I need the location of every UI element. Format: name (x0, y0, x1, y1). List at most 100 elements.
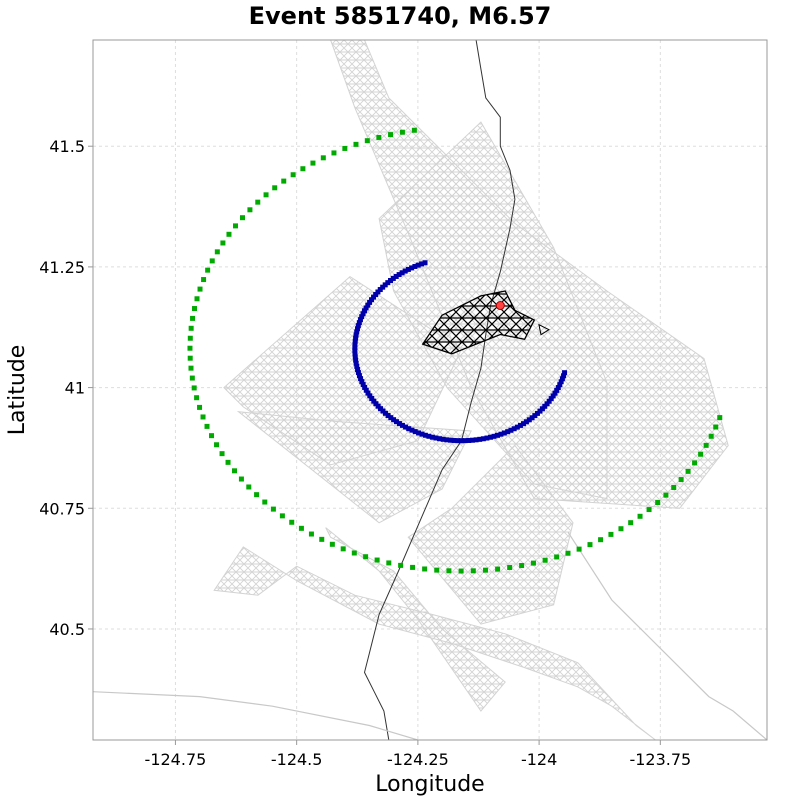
green-arc-point (263, 192, 269, 198)
green-arc-point (290, 172, 296, 178)
blue-arc-point (362, 308, 368, 314)
blue-arc-point (542, 403, 548, 409)
green-arc-point (565, 550, 571, 556)
green-arc-point (239, 215, 245, 221)
green-arc-point (663, 492, 669, 498)
blue-arc-point (491, 433, 497, 439)
blue-arc-point (355, 367, 361, 373)
blue-arc-point (388, 415, 394, 421)
blue-arc-point (529, 415, 535, 421)
blue-arc-point (409, 427, 415, 433)
y-tick-label: 40.5 (49, 620, 85, 639)
green-arc-point (246, 484, 252, 490)
blue-arc-point (462, 438, 468, 444)
green-arc-point (197, 286, 203, 292)
green-arc-point (692, 460, 698, 466)
blue-arc-point (505, 429, 511, 435)
fault-section (325, 527, 506, 712)
green-arc-point (262, 499, 268, 505)
green-arc-point (219, 451, 225, 457)
blue-arc-point (559, 376, 565, 382)
green-arc-point (197, 404, 203, 410)
y-axis-label: Latitude (5, 345, 30, 436)
rupture-surface (421, 290, 536, 355)
green-arc-point (374, 557, 380, 563)
plot-content (93, 40, 767, 740)
green-arc-point (364, 138, 370, 144)
green-arc-point (319, 536, 325, 542)
green-arc-point (637, 513, 643, 519)
green-arc-point (209, 258, 215, 264)
green-arc-point (713, 424, 719, 430)
blue-arc-point (561, 373, 567, 379)
blue-arc-point (433, 435, 439, 441)
green-arc-point (289, 519, 295, 525)
blue-arc-point (562, 370, 568, 376)
green-arc-point (376, 134, 382, 140)
blue-arc-point (508, 427, 514, 433)
green-arc-point (446, 568, 452, 574)
map-lines (93, 40, 767, 740)
green-arc-point (331, 150, 337, 156)
blue-arc-point (451, 437, 457, 443)
green-arc-point (703, 442, 709, 448)
blue-arc-point (399, 422, 405, 428)
green-arc-point (386, 560, 392, 566)
blue-arc-point (466, 437, 472, 443)
blue-arc-point (360, 311, 366, 317)
blue-arc-point (426, 433, 432, 439)
x-tick-label: -124.75 (145, 750, 207, 769)
green-arc-point (470, 568, 476, 574)
blue-arc-point (367, 393, 373, 399)
green-arc-point (189, 375, 195, 381)
blue-arc-point (359, 379, 365, 385)
blue-arc-point (487, 434, 493, 440)
distance-arcs (187, 127, 723, 574)
green-arc-point (201, 277, 207, 283)
blue-arc-point (373, 401, 379, 407)
green-arc-point (187, 345, 193, 351)
green-arc-point (194, 296, 200, 302)
green-arc-point (519, 563, 525, 569)
blue-arc-point (396, 272, 402, 278)
blue-arc-point (455, 438, 461, 444)
coastline (363, 40, 516, 740)
blue-arc-point (416, 430, 422, 436)
green-arc-point (628, 520, 634, 526)
blue-arc-point (409, 265, 415, 271)
blue-arc-point (526, 417, 532, 423)
fault-section (236, 411, 472, 524)
green-arc-point (655, 500, 661, 506)
blue-arc-point (354, 326, 360, 332)
blue-arc-point (369, 297, 375, 303)
blue-arc-point (365, 390, 371, 396)
blue-arc-point (469, 437, 475, 443)
green-arc-point (209, 433, 215, 439)
fault-section (407, 444, 574, 625)
blue-arc-point (520, 421, 526, 427)
blue-arc-point (405, 266, 411, 272)
green-arc-point (398, 562, 404, 568)
blue-arc-point (385, 413, 391, 419)
x-tick-label: -124.5 (271, 750, 323, 769)
green-arc-point (458, 568, 464, 574)
green-arc-point (342, 145, 348, 151)
green-arc-point (272, 185, 278, 191)
blue-arc-point (396, 421, 402, 427)
blue-arc-point (412, 263, 418, 269)
blue-arc-point (371, 294, 377, 300)
blue-arc-point (415, 262, 421, 268)
blue-arc-point (391, 417, 397, 423)
blue-arc-point (546, 398, 552, 404)
blue-arc-point (359, 314, 365, 320)
blue-arc-point (358, 376, 364, 382)
blue-arc-point (473, 437, 479, 443)
blue-arc-point (353, 335, 359, 341)
green-arc-point (279, 513, 285, 519)
blue-arc-point (352, 351, 358, 357)
blue-arc-point (403, 424, 409, 430)
blue-arc-point (552, 390, 558, 396)
blue-arc-point (548, 396, 554, 402)
blue-arc-point (544, 401, 550, 407)
green-arc-point (340, 546, 346, 552)
